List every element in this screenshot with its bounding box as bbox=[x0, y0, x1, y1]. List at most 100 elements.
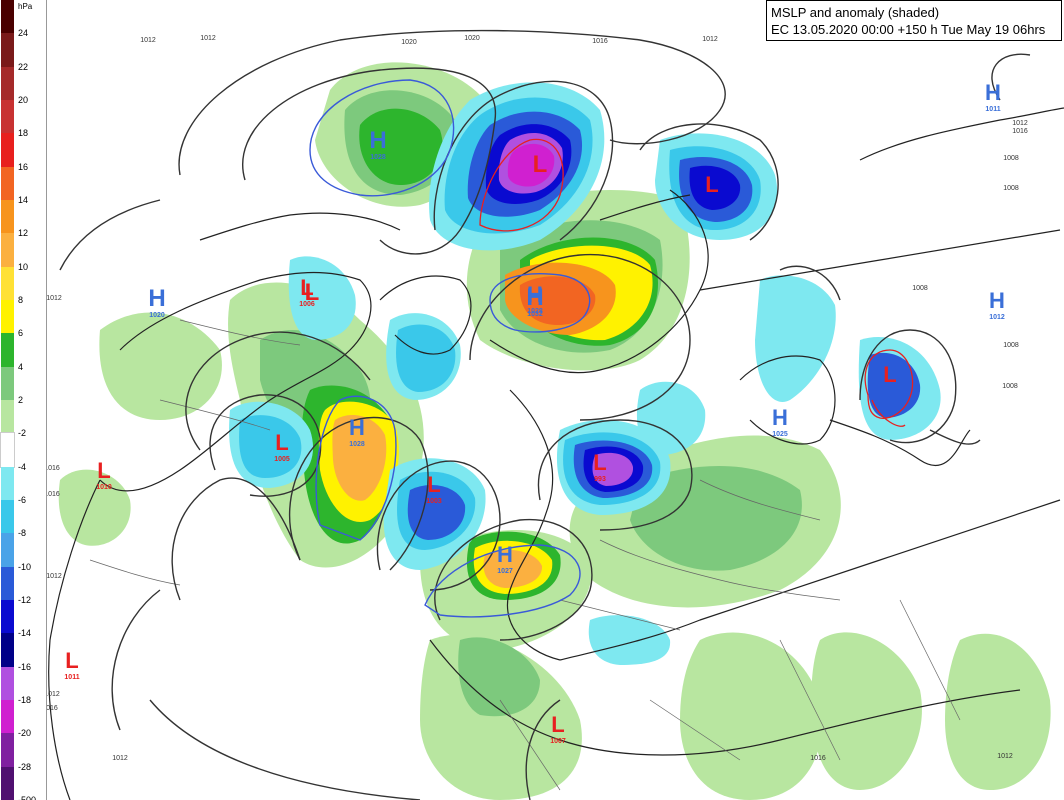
pressure-center-value: 1011 bbox=[985, 106, 1000, 113]
colorbar-tick-label: -28 bbox=[18, 761, 32, 772]
pressure-symbol: L bbox=[593, 450, 606, 475]
colorbar-tick-label: -20 bbox=[18, 728, 32, 739]
colorbar-swatch bbox=[1, 366, 14, 401]
isobar-label: 1012 bbox=[46, 295, 62, 302]
isobar-label: 1008 bbox=[1003, 342, 1019, 349]
colorbar-swatch bbox=[1, 0, 14, 34]
low-pressure-contours bbox=[479, 138, 914, 427]
isobar-label: 1012 bbox=[44, 691, 60, 698]
colorbar-swatch bbox=[1, 566, 14, 601]
colorbar-tick-label: 24 bbox=[18, 28, 29, 39]
pressure-center-value: 1006 bbox=[299, 301, 315, 308]
colorbar-swatch bbox=[1, 100, 14, 134]
coastlines bbox=[48, 107, 1064, 800]
colorbar-tick-label: 6 bbox=[18, 328, 24, 339]
pressure-symbol: H bbox=[527, 282, 543, 307]
pressure-center-value: 1028 bbox=[349, 441, 365, 448]
isobar-label: 1012 bbox=[997, 753, 1013, 760]
colorbar-tick-label: 18 bbox=[18, 128, 29, 139]
isobar-label: 1012 bbox=[140, 37, 156, 44]
colorbar-tick-label: 8 bbox=[18, 295, 24, 305]
anomaly-colorbar: hPa 24 22 20 18 16 14 12 10 8 6 4 2 -2 -4 -6 -8 -10 -12 -1… bbox=[0, 0, 47, 800]
colorbar-swatch bbox=[1, 533, 14, 568]
colorbar-tick-label: -10 bbox=[18, 561, 32, 572]
pressure-symbol: L bbox=[300, 275, 313, 300]
isobar-label: 1016 bbox=[44, 491, 60, 498]
colorbar-tick-label: 14 bbox=[18, 195, 29, 205]
colorbar-tick-label: -2 bbox=[18, 428, 27, 439]
isobar-label: 1012 bbox=[112, 755, 128, 762]
pressure-symbol: H bbox=[526, 284, 543, 311]
isobar-label: 1012 bbox=[200, 35, 216, 42]
colorbar-swatch bbox=[1, 133, 14, 168]
isobar-label: 1012 bbox=[1012, 120, 1028, 127]
colorbar-swatch bbox=[1, 600, 14, 634]
pressure-symbol: L bbox=[65, 648, 78, 673]
pressure-symbol: H bbox=[148, 285, 165, 312]
low-pressure-center: L bbox=[705, 172, 718, 197]
isobar-label: 1016 bbox=[810, 755, 826, 762]
isobar-label: 1008 bbox=[1003, 155, 1019, 162]
colorbar-tick-label: -12 bbox=[18, 595, 32, 605]
colorbar-swatch bbox=[1, 500, 14, 534]
chart-title-box: MSLP and anomaly (shaded) EC 13.05.2020 … bbox=[766, 0, 1062, 41]
colorbar-tick-label: 20 bbox=[18, 95, 29, 105]
colorbar-swatch bbox=[1, 633, 14, 668]
pressure-symbol: L bbox=[427, 472, 440, 497]
low-pressure-center: L bbox=[883, 362, 896, 387]
colorbar-tick-label: -16 bbox=[18, 661, 32, 672]
colorbar-swatch bbox=[1, 300, 14, 334]
colorbar-tick-label: -500 bbox=[18, 795, 37, 800]
colorbar-swatch bbox=[1, 700, 14, 734]
low-pressure-center: L bbox=[533, 151, 548, 178]
anomaly-fields-positive-orange bbox=[332, 262, 616, 588]
pressure-symbol: L bbox=[705, 172, 718, 197]
isobar-label: 1020 bbox=[401, 39, 417, 46]
pressure-center-value: 1012 bbox=[989, 314, 1005, 321]
isobar-label: 1008 bbox=[912, 285, 928, 292]
isobar-label: 1016 bbox=[42, 705, 58, 712]
colorbar-tick-label: 2 bbox=[18, 395, 24, 405]
colorbar-tick-label: 22 bbox=[18, 61, 29, 72]
high-pressure-contours bbox=[309, 79, 591, 618]
pressure-center-value: 1005 bbox=[274, 456, 290, 463]
colorbar-unit: hPa bbox=[18, 2, 33, 11]
pressure-center-value: 1020 bbox=[149, 312, 165, 319]
isobar-label: 1020 bbox=[464, 35, 480, 42]
pressure-symbol: H bbox=[349, 415, 365, 440]
colorbar-swatch bbox=[1, 266, 14, 301]
colorbar-swatch bbox=[1, 766, 14, 800]
pressure-symbol: L bbox=[97, 458, 110, 483]
pressure-systems: H1028LLH1011H1020L1005H1032H1012LLH1025L… bbox=[64, 80, 1005, 745]
colorbar-swatch bbox=[0, 432, 15, 469]
pressure-center-value: 1027 bbox=[497, 568, 513, 575]
pressure-center-value: 1011 bbox=[64, 674, 79, 681]
pressure-symbol: L bbox=[533, 151, 548, 178]
pressure-center-value: 1025 bbox=[772, 431, 788, 438]
colorbar-swatch bbox=[1, 400, 14, 434]
pressure-center-value: 993 bbox=[594, 476, 606, 483]
chart-subtitle-run-info: EC 13.05.2020 00:00 +150 h Tue May 19 06… bbox=[771, 22, 1046, 37]
country-borders bbox=[89, 319, 961, 791]
colorbar-swatch bbox=[1, 233, 14, 268]
pressure-symbol: H bbox=[985, 80, 1001, 105]
pressure-center-value: 1007 bbox=[550, 738, 566, 745]
isobar-label: 1008 bbox=[1003, 185, 1019, 192]
pressure-symbol: L bbox=[551, 712, 564, 737]
isobar-label: 1016 bbox=[44, 465, 60, 472]
